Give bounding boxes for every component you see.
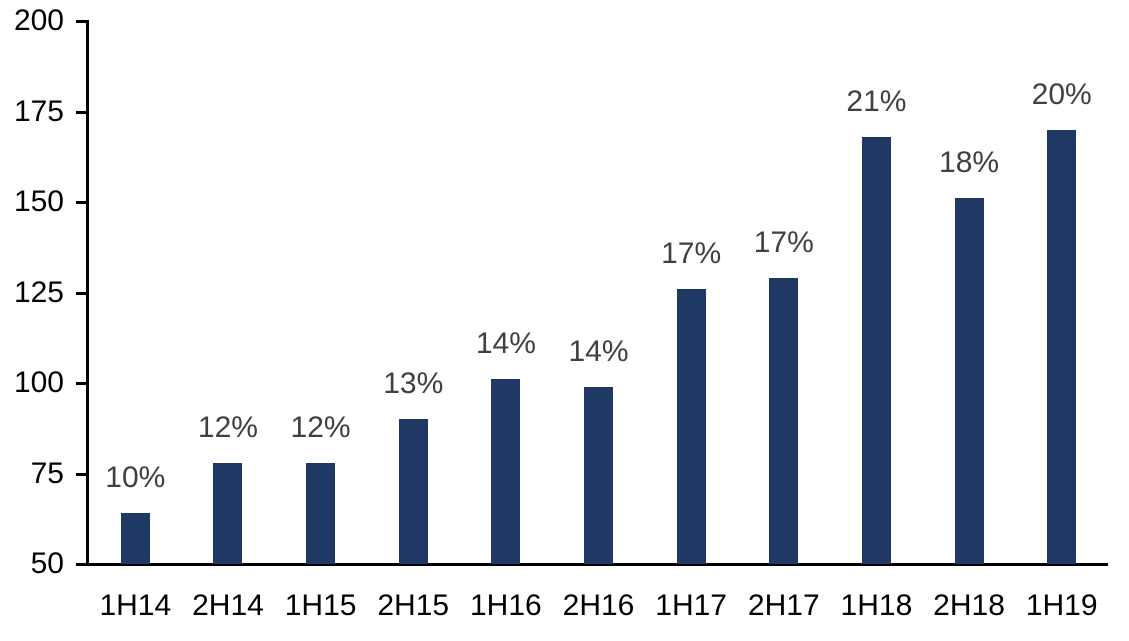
- bar-data-label: 17%: [661, 236, 722, 270]
- bar-2H15: [398, 419, 428, 564]
- x-tick-label-2H18: 2H18: [933, 589, 1005, 622]
- plot-area: 10% 12% 12% 13% 14% 14% 17% 17% 21% 18% 20%: [89, 21, 1108, 564]
- y-tick-mark: [76, 291, 88, 295]
- bar-1H16: [491, 379, 521, 564]
- y-tick-mark: [76, 563, 88, 566]
- y-tick-label: 50: [30, 547, 64, 580]
- bar-1H19: [1047, 129, 1077, 564]
- bar-data-label: 12%: [197, 410, 258, 444]
- bar-data-label: 20%: [1031, 77, 1092, 111]
- x-tick-label-2H14: 2H14: [192, 589, 264, 622]
- bar-2H18: [954, 198, 984, 564]
- y-tick-label: 100: [13, 366, 64, 399]
- bar-2H16: [584, 386, 613, 564]
- x-tick-label-1H14: 1H14: [99, 589, 172, 622]
- y-tick-mark: [76, 110, 88, 114]
- y-tick-label: 200: [13, 4, 64, 37]
- x-tick-label-1H18: 1H18: [840, 589, 913, 622]
- y-tick-label: 150: [13, 185, 64, 218]
- bar-data-label: 14%: [475, 327, 536, 361]
- x-tick-label-1H15: 1H15: [284, 589, 357, 622]
- y-tick-mark: [76, 472, 88, 476]
- y-tick-label: 175: [13, 94, 64, 128]
- x-tick-label-1H16: 1H16: [470, 589, 542, 622]
- bar-data-label: 14%: [568, 334, 629, 368]
- bar-1H14: [120, 513, 150, 564]
- bar-1H18: [861, 136, 891, 564]
- x-tick-label-2H16: 2H16: [562, 589, 635, 622]
- x-tick-label-1H17: 1H17: [655, 589, 727, 622]
- y-tick-mark: [76, 20, 88, 23]
- bar-2H17: [769, 278, 799, 564]
- bar-data-label: 21%: [846, 84, 907, 118]
- x-tick-label-1H19: 1H19: [1025, 589, 1098, 622]
- bar-data-label: 12%: [290, 410, 351, 444]
- x-axis-line: [86, 563, 1108, 566]
- bar-1H17: [676, 288, 706, 564]
- bar-data-label: 10%: [105, 461, 166, 495]
- bar-data-label: 13%: [383, 367, 444, 401]
- x-tick-label-2H15: 2H15: [377, 589, 450, 622]
- bar-1H15: [306, 462, 336, 564]
- y-tick-mark: [76, 201, 88, 204]
- y-tick-label: 125: [13, 275, 64, 309]
- y-tick-label: 75: [30, 456, 64, 490]
- x-tick-label-2H17: 2H17: [747, 589, 820, 622]
- bar-data-label: 17%: [753, 226, 814, 260]
- bar-2H14: [213, 462, 243, 564]
- bar-data-label: 18%: [939, 146, 1000, 180]
- y-tick-mark: [76, 382, 88, 385]
